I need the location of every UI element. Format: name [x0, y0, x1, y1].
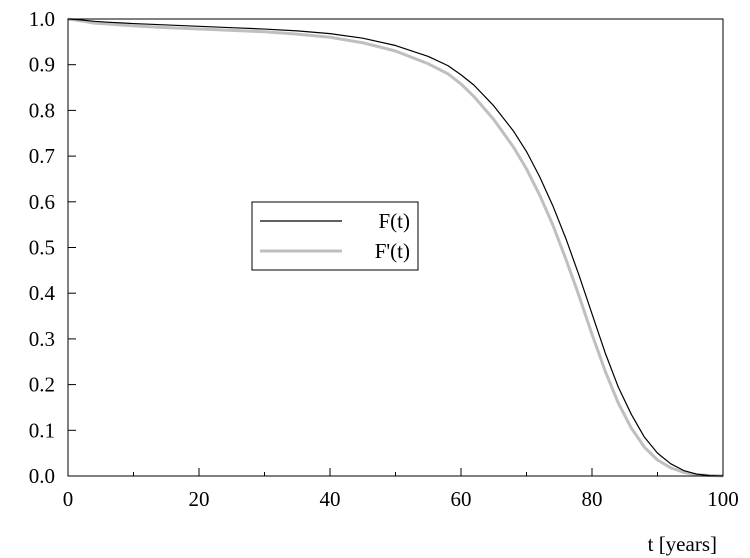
- series-line-1: [67, 18, 724, 477]
- x-tick-label: 0: [63, 487, 74, 511]
- x-tick-label: 100: [707, 487, 739, 511]
- series-line-2: [67, 17, 724, 478]
- x-tick-label: 40: [320, 487, 341, 511]
- y-axis-ticks: [68, 18, 76, 477]
- legend-label-1: F(t): [379, 209, 411, 233]
- x-tick-label: 20: [189, 487, 210, 511]
- legend: F(t) F'(t): [251, 201, 419, 271]
- y-tick-label: 0.9: [29, 53, 55, 77]
- x-axis-ticks: [67, 468, 724, 476]
- y-tick-label: 0.5: [29, 236, 55, 260]
- x-tick-label: 80: [582, 487, 603, 511]
- y-tick-label: 0.8: [29, 98, 55, 122]
- y-tick-label: 1.0: [29, 7, 55, 31]
- y-tick-label: 0.1: [29, 418, 55, 442]
- y-tick-label: 0.2: [29, 373, 55, 397]
- plot-frame: [67, 18, 724, 477]
- y-axis-tick-labels: 0.0 0.1 0.2 0.3 0.4 0.5 0.6 0.7 0.8 0.9 1.0: [29, 7, 56, 488]
- series-layer: [67, 17, 724, 478]
- y-tick-label: 0.7: [29, 144, 55, 168]
- y-tick-label: 0.4: [29, 281, 56, 305]
- y-tick-label: 0.3: [29, 327, 55, 351]
- y-tick-label: 0.6: [29, 190, 55, 214]
- x-axis-tick-labels: 0 20 40 60 80 100: [63, 487, 739, 511]
- legend-box: [251, 201, 419, 271]
- x-axis-title: t [years]: [648, 532, 717, 556]
- y-tick-label: 0.0: [29, 464, 55, 488]
- x-tick-label: 60: [451, 487, 472, 511]
- legend-label-2: F'(t): [375, 239, 410, 263]
